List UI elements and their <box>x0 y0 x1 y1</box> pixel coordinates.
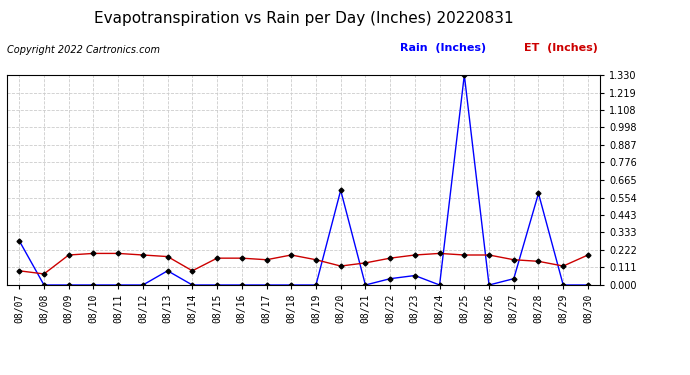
Text: Copyright 2022 Cartronics.com: Copyright 2022 Cartronics.com <box>7 45 160 55</box>
Text: Rain  (Inches): Rain (Inches) <box>400 43 486 53</box>
Text: Evapotranspiration vs Rain per Day (Inches) 20220831: Evapotranspiration vs Rain per Day (Inch… <box>94 11 513 26</box>
Text: ET  (Inches): ET (Inches) <box>524 43 598 53</box>
